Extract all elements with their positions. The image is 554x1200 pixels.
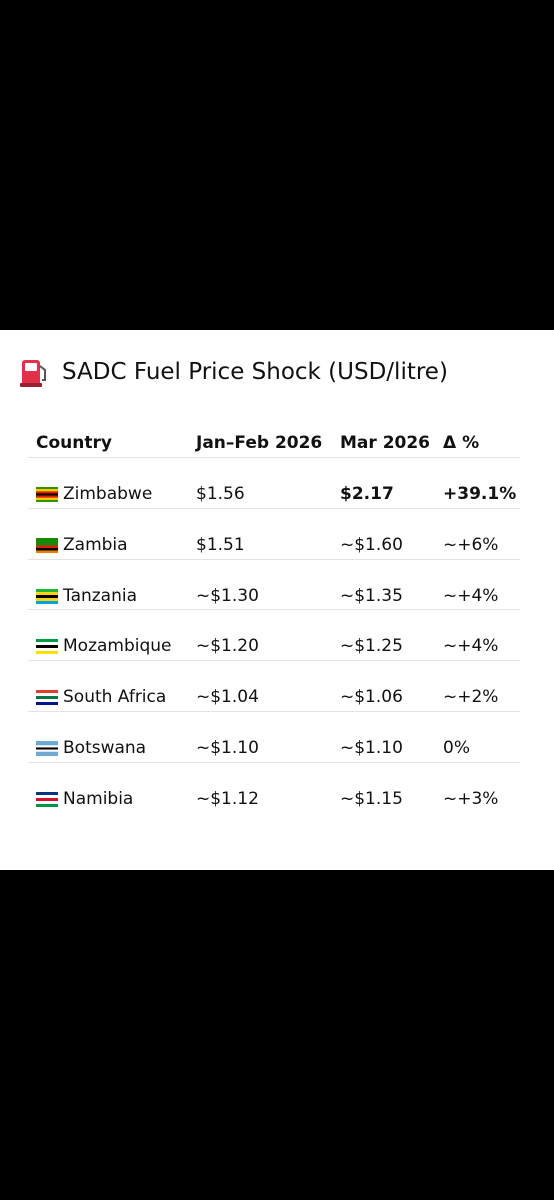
table-card: SADC Fuel Price Shock (USD/litre) Countr… (0, 330, 554, 870)
flag-icon (36, 537, 58, 553)
table-cell: ~$1.06 (340, 687, 403, 708)
row-separator (28, 558, 520, 560)
table-cell: 0% (443, 738, 470, 758)
table-cell: ~$1.25 (340, 636, 403, 657)
title: SADC Fuel Price Shock (USD/litre) (62, 359, 448, 385)
row-separator (28, 660, 520, 662)
table-cell: ~+4% (443, 636, 499, 657)
header-cell: Δ % (443, 433, 480, 453)
row-separator (28, 609, 520, 611)
table-cell: ~$1.10 (196, 738, 259, 758)
flag-icon (36, 639, 58, 655)
table-cell: ~$1.04 (196, 687, 259, 708)
country-name: Zambia (63, 534, 128, 555)
flag-icon (36, 690, 58, 706)
flag-icon (36, 588, 58, 604)
table-cell: $1.51 (196, 534, 245, 555)
flag-icon (36, 791, 58, 807)
table-cell: $1.56 (196, 484, 245, 504)
fuel-icon (20, 360, 46, 387)
row-separator (28, 711, 520, 712)
table-cell: ~$1.15 (340, 788, 403, 809)
country-name: Zimbabwe (63, 484, 153, 504)
row-separator (28, 457, 520, 458)
header-cell: Jan–Feb 2026 (196, 433, 323, 453)
table-cell: ~+2% (443, 687, 499, 708)
table-cell: ~+6% (443, 534, 499, 555)
table-cell: +39.1% (443, 484, 517, 504)
row-separator (28, 761, 520, 763)
table-cell: ~+4% (443, 585, 499, 606)
country-name: Botswana (63, 738, 147, 758)
table-cell: ~$1.10 (340, 738, 403, 758)
row-separator (28, 507, 520, 509)
country-name: Tanzania (63, 585, 138, 606)
flag-icon (36, 487, 58, 502)
header-cell: Country (36, 433, 112, 453)
country-name: South Africa (63, 687, 167, 708)
table-cell: ~+3% (443, 788, 499, 809)
table-cell: $2.17 (340, 484, 394, 504)
table-cell: ~$1.35 (340, 585, 403, 606)
table-cell: ~$1.30 (196, 585, 259, 606)
flag-icon (36, 741, 58, 756)
table-cell: ~$1.12 (196, 788, 259, 809)
country-name: Mozambique (63, 636, 172, 657)
table-cell: ~$1.60 (340, 534, 403, 555)
header-cell: Mar 2026 (340, 433, 431, 453)
table-cell: ~$1.20 (196, 636, 259, 657)
country-name: Namibia (63, 788, 134, 809)
